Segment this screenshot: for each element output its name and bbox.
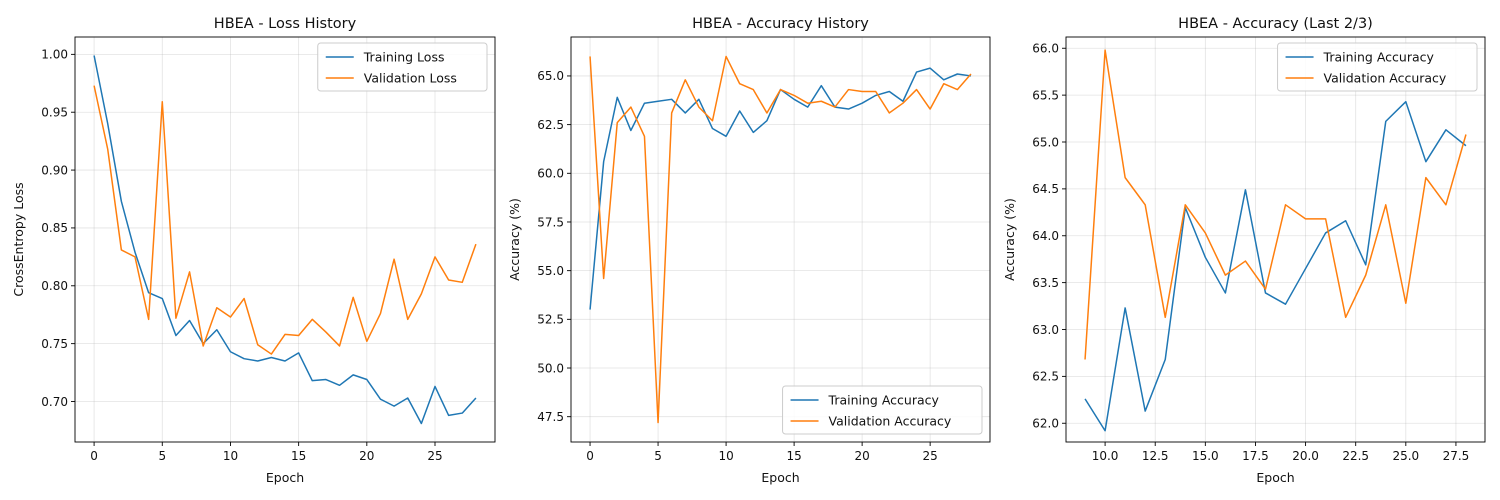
x-axis-label: Epoch [266, 470, 304, 485]
x-tick-label: 10.0 [1092, 449, 1119, 463]
y-tick-label: 65.0 [1032, 135, 1059, 149]
chart-panel-2: 0 5 10 15 20 25 47.5 50.0 52.5 55.0 57.5 60.0 62.5 65… [507, 16, 991, 485]
x-tick-label: 15 [291, 449, 306, 463]
y-tick-label: 63.0 [1032, 323, 1059, 337]
y-tick-label: 65.5 [1032, 88, 1059, 102]
x-axis-label: Epoch [1256, 470, 1294, 485]
y-tick-label: 57.5 [537, 215, 564, 229]
legend-label: Training Accuracy [1323, 50, 1435, 65]
legend: Training Accuracy Validation Accuracy [782, 385, 983, 435]
x-tick-label: 12.5 [1142, 449, 1169, 463]
y-tick-label: 55.0 [537, 264, 564, 278]
x-tick-label: 10 [718, 449, 733, 463]
y-tick-label: 64.5 [1032, 182, 1059, 196]
legend-label: Training Accuracy [828, 393, 940, 408]
y-tick-label: 64.0 [1032, 229, 1059, 243]
legend-box [1277, 42, 1478, 92]
y-tick-label: 66.0 [1032, 42, 1059, 56]
y-tick-label: 62.5 [537, 118, 564, 132]
chart-title: HBEA - Accuracy (Last 2/3) [1178, 16, 1373, 32]
x-tick-label: 27.5 [1443, 449, 1470, 463]
x-tick-label: 20.0 [1292, 449, 1319, 463]
y-tick-label: 52.5 [537, 313, 564, 327]
y-axis-label: Accuracy (%) [1002, 198, 1017, 281]
y-tick-label: 50.0 [537, 361, 564, 375]
series-line-validation-loss [93, 85, 477, 355]
x-tick-label: 17.5 [1242, 449, 1269, 463]
y-tick-label: 47.5 [537, 410, 564, 424]
y-tick-label: 0.70 [41, 395, 68, 409]
y-tick-label: 60.0 [537, 167, 564, 181]
y-tick-label: 62.0 [1032, 417, 1059, 431]
x-tick-label: 0 [586, 449, 594, 463]
plot-frame [74, 36, 496, 443]
x-tick-label: 25 [923, 449, 938, 463]
x-tick-label: 22.5 [1342, 449, 1369, 463]
legend-box [317, 42, 488, 92]
x-tick-label: 5 [654, 449, 662, 463]
x-axis-label: Epoch [761, 470, 799, 485]
series-line-validation-accuracy [589, 55, 972, 424]
chart-title: HBEA - Loss History [214, 16, 357, 32]
x-tick-label: 25 [427, 449, 442, 463]
legend-label: Training Loss [363, 50, 445, 65]
legend: Training Loss Validation Loss [317, 42, 488, 92]
series-line-training-accuracy [1084, 100, 1467, 432]
y-tick-label: 0.80 [41, 279, 68, 293]
x-tick-label: 15 [786, 449, 801, 463]
legend-label: Validation Loss [364, 71, 457, 86]
y-axis-label: CrossEntropy Loss [11, 182, 26, 296]
x-tick-label: 10 [223, 449, 238, 463]
y-tick-label: 1.00 [41, 48, 68, 62]
x-tick-label: 20 [854, 449, 869, 463]
y-tick-label: 0.90 [41, 163, 68, 177]
y-tick-label: 62.5 [1032, 370, 1059, 384]
x-tick-label: 20 [359, 449, 374, 463]
plot-frame [570, 36, 991, 443]
legend-box [782, 385, 983, 435]
chart-panel-1: 0 5 10 15 20 25 0.70 0.75 0.80 0.85 0.90 0.95 1.00 HB… [11, 16, 496, 485]
x-tick-label: 0 [90, 449, 98, 463]
y-tick-label: 0.95 [41, 106, 68, 120]
chart-panel-3: 10.0 12.5 15.0 17.5 20.0 22.5 25.0 27.5 62.0 62.5… [1002, 16, 1486, 485]
y-tick-label: 65.0 [537, 69, 564, 83]
y-tick-label: 0.85 [41, 221, 68, 235]
x-tick-label: 25.0 [1392, 449, 1419, 463]
y-tick-label: 63.5 [1032, 276, 1059, 290]
x-tick-label: 15.0 [1192, 449, 1219, 463]
y-tick-label: 0.75 [41, 337, 68, 351]
series-line-validation-accuracy [1084, 49, 1467, 360]
legend-label: Validation Accuracy [1324, 71, 1447, 86]
series-line-training-loss [93, 55, 477, 425]
chart-title: HBEA - Accuracy History [692, 16, 869, 32]
legend: Training Accuracy Validation Accuracy [1277, 42, 1478, 92]
plot-frame [1065, 36, 1486, 443]
y-axis-label: Accuracy (%) [507, 198, 522, 281]
legend-label: Validation Accuracy [829, 414, 952, 429]
x-tick-label: 5 [158, 449, 166, 463]
